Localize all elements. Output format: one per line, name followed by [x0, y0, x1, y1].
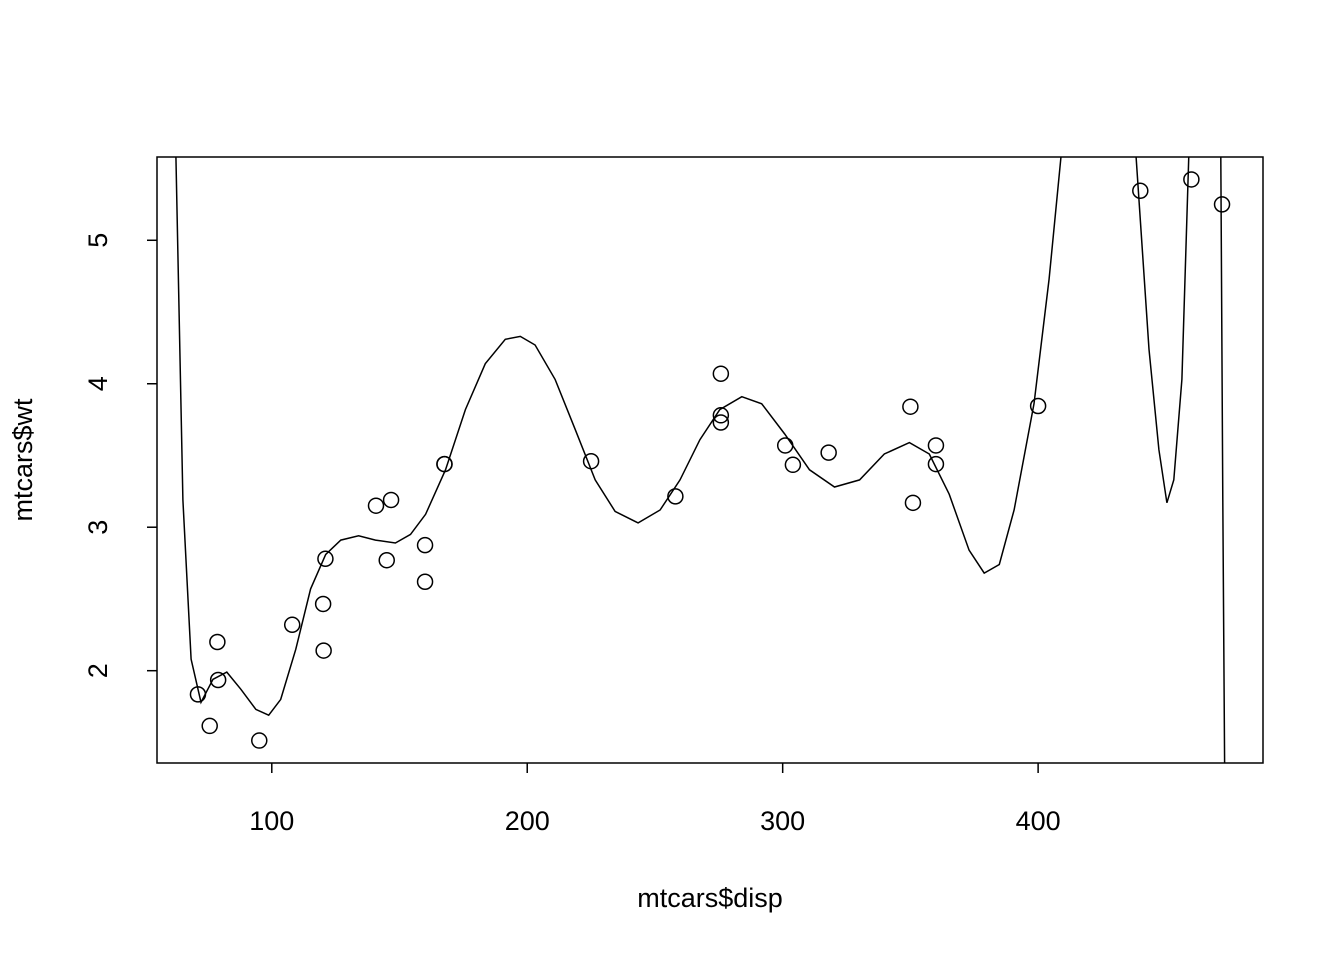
- x-tick-label: 300: [760, 806, 805, 836]
- point: [712, 414, 730, 431]
- point: [416, 536, 434, 554]
- point: [712, 407, 730, 424]
- point: [1029, 397, 1047, 415]
- x-tick-label: 400: [1016, 806, 1061, 836]
- point: [927, 455, 945, 473]
- point: [209, 671, 227, 689]
- point: [667, 488, 684, 505]
- point: [315, 642, 332, 659]
- x-tick-label: 100: [249, 806, 294, 836]
- point: [904, 494, 922, 512]
- point: [776, 437, 794, 454]
- point: [902, 398, 919, 415]
- point: [1183, 171, 1200, 188]
- point: [283, 616, 301, 634]
- plot-box: [156, 156, 1264, 764]
- point: [209, 633, 226, 651]
- point: [927, 437, 945, 454]
- point: [314, 595, 332, 613]
- point: [201, 717, 218, 735]
- fit-line: [175, 157, 1226, 763]
- point: [251, 732, 268, 749]
- y-axis-label: mtcars$wt: [8, 398, 38, 522]
- point: [367, 497, 385, 514]
- point: [1213, 196, 1231, 213]
- y-tick-label: 4: [83, 376, 113, 391]
- point: [820, 444, 837, 461]
- x-tick-label: 200: [505, 806, 550, 836]
- y-tick-label: 3: [83, 520, 113, 535]
- point: [317, 550, 334, 568]
- point: [712, 365, 730, 382]
- y-tick-label: 5: [83, 233, 113, 248]
- point: [382, 491, 400, 509]
- point: [378, 551, 395, 569]
- x-axis-label: mtcars$disp: [637, 883, 783, 913]
- point: [784, 456, 802, 474]
- y-tick-label: 2: [83, 663, 113, 678]
- point: [1132, 182, 1149, 200]
- point: [416, 573, 434, 590]
